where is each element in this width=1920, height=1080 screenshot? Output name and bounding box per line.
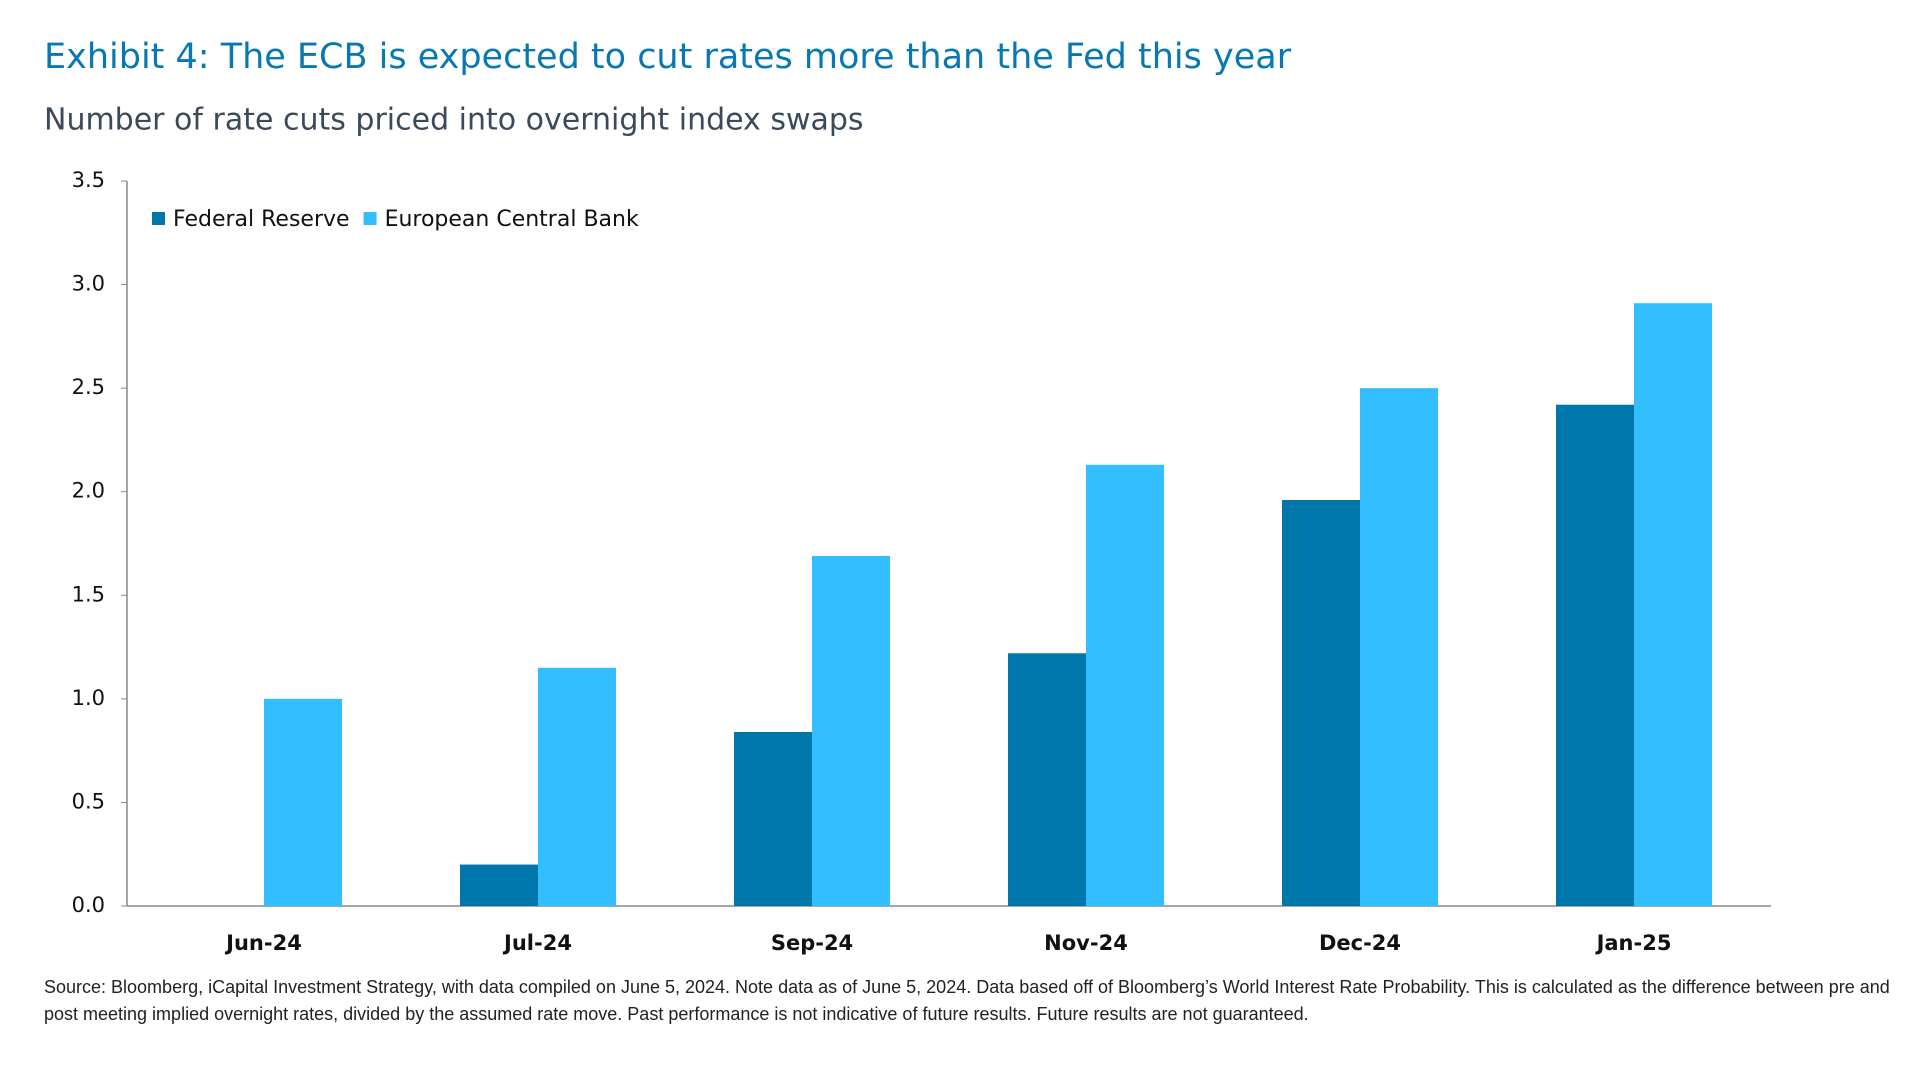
y-tick-label: 3.0 <box>72 272 105 296</box>
y-tick-label: 1.5 <box>72 582 105 606</box>
y-tick-label: 0.5 <box>72 789 105 813</box>
x-tick-label: Sep-24 <box>771 931 853 955</box>
legend-label: European Central Bank <box>385 207 639 232</box>
bar <box>1086 464 1164 906</box>
y-tick-label: 3.5 <box>72 168 105 192</box>
footnote: Source: Bloomberg, iCapital Investment S… <box>44 977 1890 1024</box>
bar <box>734 732 812 906</box>
x-tick-label: Jun-24 <box>224 931 302 955</box>
bar <box>460 864 538 906</box>
x-tick-label: Jan-25 <box>1595 931 1672 955</box>
y-tick-label: 2.0 <box>72 479 105 503</box>
bar <box>1008 653 1086 906</box>
y-tick-label: 1.0 <box>72 686 105 710</box>
bar <box>1634 303 1712 906</box>
bar <box>1556 404 1634 906</box>
x-tick-label: Jul-24 <box>502 931 572 955</box>
legend-swatch <box>152 212 165 225</box>
chart-title: Exhibit 4: The ECB is expected to cut ra… <box>44 37 1292 77</box>
legend-label: Federal Reserve <box>173 207 350 232</box>
bar <box>264 698 342 906</box>
bar <box>1282 500 1360 906</box>
x-tick-label: Dec-24 <box>1319 931 1401 955</box>
legend-swatch <box>363 212 377 225</box>
y-tick-label: 0.0 <box>72 893 105 917</box>
bar <box>538 667 616 906</box>
x-tick-label: Nov-24 <box>1044 931 1128 955</box>
chart: Exhibit 4: The ECB is expected to cut ra… <box>44 37 1771 955</box>
chart-subtitle: Number of rate cuts priced into overnigh… <box>44 103 864 138</box>
y-tick-label: 2.5 <box>72 375 105 399</box>
bar <box>1360 388 1438 907</box>
bar <box>812 555 890 906</box>
